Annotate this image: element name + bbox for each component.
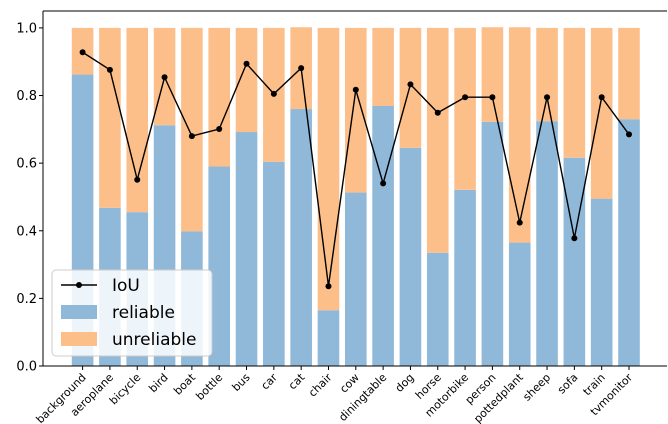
iou-point-aeroplane [106, 66, 113, 73]
iou-point-cat [298, 65, 305, 72]
bar-unreliable-pottedplant [508, 27, 531, 243]
bar-reliable-cow [345, 192, 367, 366]
bar-unreliable-boat [181, 27, 203, 232]
iou-point-motorbike [462, 94, 469, 101]
legend: IoU reliable unreliable [51, 269, 213, 357]
legend-label-iou: IoU [112, 276, 140, 296]
iou-point-car [270, 90, 277, 97]
y-tick-label: 0.0 [16, 360, 37, 375]
bar-reliable-train [590, 198, 613, 366]
y-tick-label: 0.6 [16, 157, 37, 172]
bar-reliable-tvmonitor [618, 119, 640, 366]
bar-reliable-person [481, 121, 504, 367]
bar-unreliable-bicycle [126, 27, 149, 213]
iou-point-bus [243, 60, 250, 67]
legend-unreliable-swatch [61, 332, 97, 346]
x-tick-label: sheep [520, 371, 553, 404]
iou-point-bird [161, 74, 168, 81]
bar-reliable-dog [399, 147, 422, 366]
bar-reliable-pottedplant [508, 242, 531, 366]
bar-reliable-sheep [536, 121, 558, 366]
y-tick-label: 1.0 [16, 21, 37, 36]
iou-point-bicycle [134, 176, 141, 183]
iou-point-horse [434, 109, 441, 116]
x-tick-label: car [259, 371, 281, 393]
x-tick-label: sofa [555, 371, 581, 397]
iou-point-sheep [544, 94, 551, 101]
x-tick-label: bottle [193, 371, 225, 403]
iou-point-boat [188, 133, 195, 140]
iou-point-background [79, 49, 86, 56]
iou-point-sofa [571, 235, 578, 242]
bar-reliable-bottle [208, 166, 230, 366]
bar-unreliable-train [590, 27, 613, 199]
y-tick-label: 0.4 [16, 224, 37, 239]
iou-point-cow [352, 86, 359, 93]
bar-unreliable-sheep [536, 27, 558, 122]
bar-unreliable-tvmonitor [618, 27, 640, 120]
legend-label-unreliable: unreliable [112, 330, 196, 350]
bar-reliable-bus [235, 132, 258, 366]
iou-point-bottle [216, 125, 223, 132]
bar-unreliable-motorbike [454, 27, 476, 190]
bar-unreliable-aeroplane [99, 27, 121, 208]
iou-point-train [598, 94, 605, 101]
iou-point-pottedplant [516, 219, 523, 226]
y-tick-label: 0.8 [16, 89, 37, 104]
bar-reliable-sofa [563, 157, 586, 366]
iou-point-diningtable [380, 180, 387, 187]
legend-label-reliable: reliable [112, 303, 175, 323]
bar-reliable-car [263, 161, 285, 366]
bar-reliable-cat [290, 109, 312, 367]
iou-point-tvmonitor [626, 131, 632, 138]
bar-reliable-horse [426, 252, 449, 366]
bar-unreliable-bus [235, 27, 258, 133]
x-tick-label: chair [306, 371, 335, 400]
plot-area: 0.00.20.40.60.81.0backgroundaeroplanebic… [16, 10, 667, 424]
bar-unreliable-sofa [563, 27, 586, 158]
x-tick-label: bird [146, 371, 170, 395]
legend-reliable-swatch [61, 305, 97, 319]
x-tick-label: cat [286, 370, 308, 392]
x-tick-label: dog [393, 371, 417, 395]
iou-point-dog [407, 81, 414, 88]
bar-unreliable-person [481, 27, 504, 122]
bar-unreliable-horse [426, 27, 449, 253]
bar-reliable-chair [317, 310, 340, 366]
legend-iou-marker [76, 282, 82, 288]
x-tick-label: bicycle [107, 371, 144, 408]
x-tick-label: bus [230, 371, 253, 394]
bar-reliable-motorbike [454, 189, 476, 366]
iou-point-chair [325, 283, 332, 290]
bar-unreliable-diningtable [372, 27, 394, 107]
bar-unreliable-cow [345, 27, 367, 193]
bar-reliable-diningtable [372, 106, 394, 366]
bar-unreliable-dog [399, 27, 422, 148]
bar-unreliable-bottle [208, 27, 230, 167]
bar-unreliable-chair [317, 27, 340, 311]
y-tick-label: 0.2 [16, 292, 37, 307]
iou-point-person [489, 94, 496, 101]
